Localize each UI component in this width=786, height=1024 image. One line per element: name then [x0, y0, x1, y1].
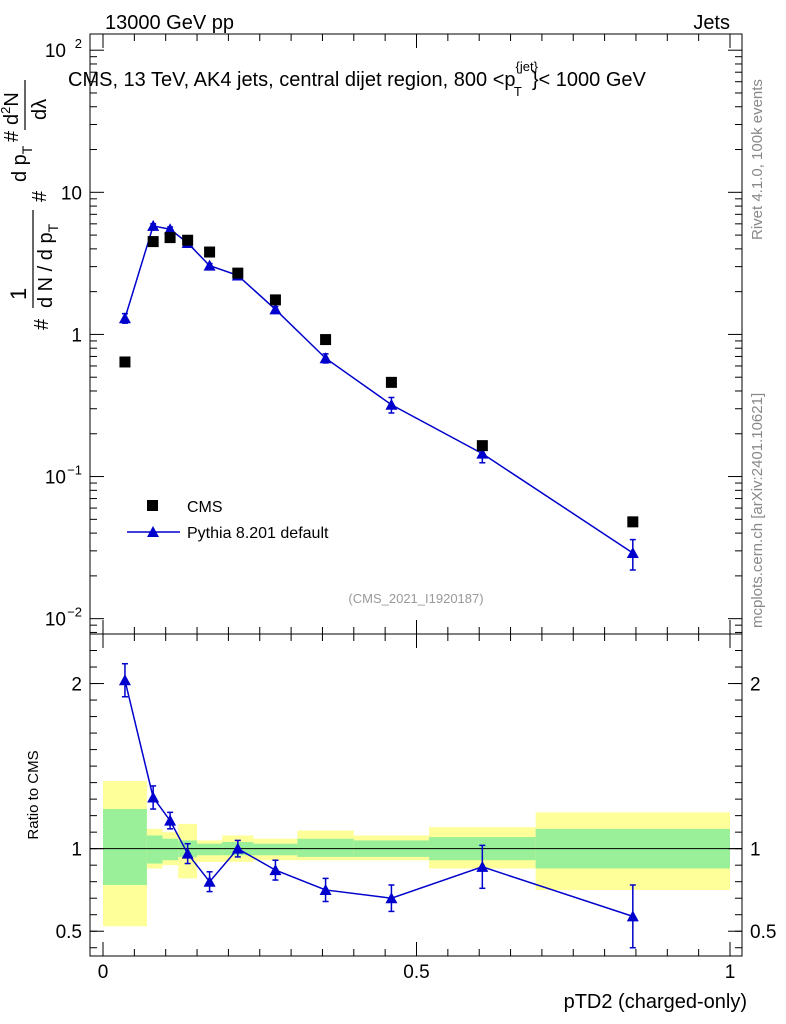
y-label-part: 1: [6, 288, 31, 300]
band-inner: [253, 843, 298, 856]
ratio-point: [203, 875, 216, 887]
main-plot-frame: [89, 33, 743, 635]
ratio-point: [164, 814, 177, 826]
y-tick-label: 10: [45, 41, 66, 62]
analysis-id: (CMS_2021_I1920187): [348, 591, 483, 606]
side-label-rivet: Rivet 4.1.0, 100k events: [749, 79, 766, 240]
cms-point: [320, 334, 332, 346]
pythia-point: [269, 303, 282, 315]
y-tick-label: 10: [45, 610, 66, 631]
ratio-point: [118, 674, 131, 686]
ratio-point: [319, 883, 332, 895]
y-label-dpt: d pT: [9, 145, 35, 182]
cms-point: [164, 232, 176, 244]
x-tick-label: 0: [98, 962, 109, 983]
ratio-point: [385, 892, 398, 904]
plot-title: CMS, 13 TeV, AK4 jets, central dijet reg…: [68, 59, 647, 99]
cms-point: [119, 356, 131, 368]
main-y-axis-label: # 1 d N / d pT # d pT # d2N dλ: [0, 80, 61, 330]
ratio-point: [181, 847, 194, 859]
pythia-point: [476, 447, 489, 459]
y-label-d2n: d2N: [0, 92, 23, 125]
plot-title-superscript: {jet}: [516, 59, 539, 74]
y-label-hash-3: #: [1, 130, 23, 142]
legend-cms-marker: [147, 500, 158, 511]
ratio-y-tick-label-left: 0.5: [56, 922, 82, 943]
y-tick-exponent: −2: [67, 605, 82, 620]
cms-point: [269, 294, 281, 306]
cms-point: [204, 246, 216, 258]
ratio-plot-frame: [89, 633, 743, 957]
y-label-part: #: [31, 318, 53, 330]
plot-title-prefix: CMS, 13 TeV, AK4 jets, central dijet reg…: [68, 69, 516, 91]
header-left: 13000 GeV pp: [105, 12, 234, 34]
cms-point: [385, 376, 397, 388]
cms-point: [232, 267, 244, 279]
ratio-y-tick-label-right: 1: [750, 840, 761, 861]
legend-cms-label: CMS: [187, 499, 223, 516]
ratio-y-axis-label: Ratio to CMS: [25, 750, 42, 839]
plot-title-subscript: T: [514, 84, 522, 99]
y-label-fraction-1: #: [31, 318, 53, 330]
cms-point: [182, 234, 194, 246]
cms-point: [627, 516, 639, 528]
band-inner: [146, 835, 163, 864]
header-right: Jets: [693, 12, 730, 34]
cms-point: [147, 236, 159, 248]
data-layer: [118, 219, 639, 949]
band-inner: [103, 809, 147, 885]
ratio-y-tick-label-left: 1: [71, 840, 82, 861]
pythia-point: [147, 219, 160, 231]
pythia-point: [203, 259, 216, 271]
plot-title-suffix: }< 1000 GeV: [532, 69, 647, 91]
ratio-uncertainty-bands: [103, 780, 730, 927]
y-label-dlambda: dλ: [29, 99, 51, 120]
ratio-point: [476, 860, 489, 872]
legend-pythia-label: Pythia 8.201 default: [187, 525, 329, 542]
ratio-y-tick-label-right: 0.5: [750, 922, 776, 943]
y-tick-label: 10: [45, 468, 66, 489]
ratio-y-tick-label-right: 2: [750, 675, 761, 696]
cms-point: [476, 440, 488, 452]
pythia-point: [319, 352, 332, 364]
pythia-point: [164, 223, 177, 235]
legend-pythia-marker: [147, 526, 159, 537]
ratio-point: [231, 842, 244, 854]
x-tick-label: 0.5: [403, 962, 429, 983]
y-tick-exponent: 2: [75, 36, 82, 51]
ratio-y-tick-label-left: 2: [71, 675, 82, 696]
ratio-point: [269, 864, 282, 876]
y-label-denominator: d N / d pT: [35, 223, 61, 308]
ratio-point: [626, 910, 639, 922]
ratio-point: [147, 791, 160, 803]
band-inner: [297, 838, 354, 857]
y-label-numerator: 1: [6, 288, 31, 300]
side-label-mcplots: mcplots.cern.ch [arXiv:2401.10621]: [749, 393, 766, 628]
band-inner: [197, 843, 223, 856]
y-tick-exponent: −1: [67, 463, 82, 478]
x-axis-label: pTD2 (charged-only): [564, 991, 747, 1013]
y-tick-label: 1: [71, 325, 82, 346]
y-label-hash-2: #: [29, 190, 51, 202]
pythia-point: [118, 312, 131, 324]
x-tick-label: 1: [725, 962, 736, 983]
pythia-point: [385, 398, 398, 410]
y-tick-label: 10: [61, 183, 82, 204]
pythia-point: [626, 546, 639, 558]
band-inner: [162, 838, 179, 861]
